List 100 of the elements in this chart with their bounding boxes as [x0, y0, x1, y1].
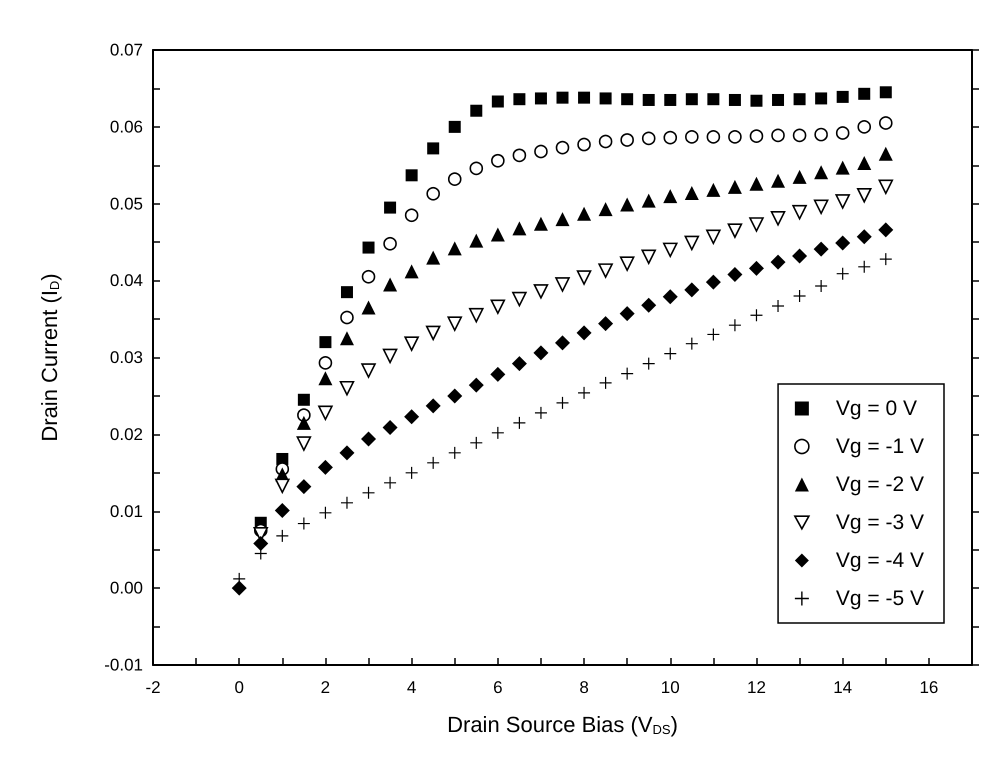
x-tick-label: 10 [660, 678, 680, 697]
point [879, 116, 893, 130]
point [382, 420, 398, 435]
point [598, 202, 613, 216]
point [880, 253, 892, 266]
point [836, 90, 849, 103]
point [728, 94, 741, 106]
point [836, 126, 850, 140]
point [318, 356, 332, 370]
point [663, 130, 678, 144]
point [706, 182, 720, 197]
point [641, 298, 656, 313]
point [448, 241, 462, 256]
x-tick-label: 14 [833, 678, 852, 697]
point [684, 186, 699, 200]
point [490, 299, 506, 314]
point [426, 250, 440, 265]
legend-label: Vg = -5 V [836, 587, 924, 610]
y-tick-label: 0.03 [110, 348, 143, 367]
point [858, 88, 870, 100]
point [750, 309, 762, 322]
point [814, 128, 828, 142]
point [448, 120, 461, 133]
point [340, 286, 353, 298]
point [750, 129, 764, 143]
point [447, 388, 462, 404]
point [706, 130, 720, 144]
point [620, 133, 634, 147]
point [340, 496, 353, 509]
point [491, 154, 505, 168]
point [664, 94, 676, 106]
point [706, 230, 721, 244]
point [384, 202, 396, 214]
point [406, 466, 418, 479]
point [835, 194, 850, 209]
point [318, 406, 333, 420]
point [448, 172, 462, 186]
point [749, 217, 764, 232]
point [685, 130, 699, 144]
point [340, 380, 354, 396]
point [878, 222, 894, 238]
point [404, 208, 418, 222]
point [684, 282, 700, 298]
point [815, 92, 828, 104]
point [642, 194, 656, 208]
point [620, 198, 634, 212]
point [663, 189, 678, 204]
point [664, 348, 676, 360]
point [576, 270, 592, 285]
y-tick-label: 0.01 [110, 502, 143, 521]
point [404, 264, 419, 278]
x-tick-label: 16 [919, 678, 938, 697]
point [427, 456, 440, 469]
point [620, 306, 635, 322]
point [426, 186, 440, 201]
point [686, 93, 698, 106]
y-tick-label: 0.05 [110, 194, 143, 214]
point [814, 242, 829, 257]
point [792, 128, 806, 142]
point [534, 216, 548, 231]
point [556, 212, 570, 226]
point [684, 236, 700, 250]
y-tick-label: 0.00 [110, 578, 143, 598]
legend-label: Vg = -2 V [836, 473, 924, 496]
point [578, 92, 590, 104]
point [814, 200, 828, 214]
legend-label: Vg = -1 V [836, 435, 924, 458]
point [513, 93, 526, 106]
point [771, 174, 786, 188]
point [362, 300, 376, 315]
point [727, 266, 742, 282]
point [620, 256, 634, 272]
point [771, 128, 785, 142]
point [598, 316, 614, 332]
point [750, 94, 762, 107]
point [490, 366, 506, 382]
point [276, 530, 288, 542]
point [835, 235, 850, 250]
point [470, 162, 484, 176]
point [856, 229, 872, 244]
point [382, 348, 398, 364]
point [470, 104, 482, 117]
x-tick-label: -2 [145, 678, 161, 697]
point [448, 446, 461, 459]
point [878, 180, 894, 194]
x-tick-label: 8 [579, 678, 589, 697]
legend-label: Vg = -4 V [836, 549, 924, 572]
point [858, 260, 870, 273]
y-axis-title: Drain Current (ID) [37, 273, 62, 442]
point [406, 169, 418, 182]
point [748, 260, 764, 276]
point [275, 478, 290, 494]
y-tick-label: -0.01 [104, 656, 143, 674]
point [340, 331, 354, 346]
point [319, 336, 332, 348]
point [728, 130, 742, 144]
point [533, 345, 548, 360]
point [598, 134, 612, 148]
x-tick-label: 12 [747, 678, 766, 697]
point [577, 206, 592, 221]
